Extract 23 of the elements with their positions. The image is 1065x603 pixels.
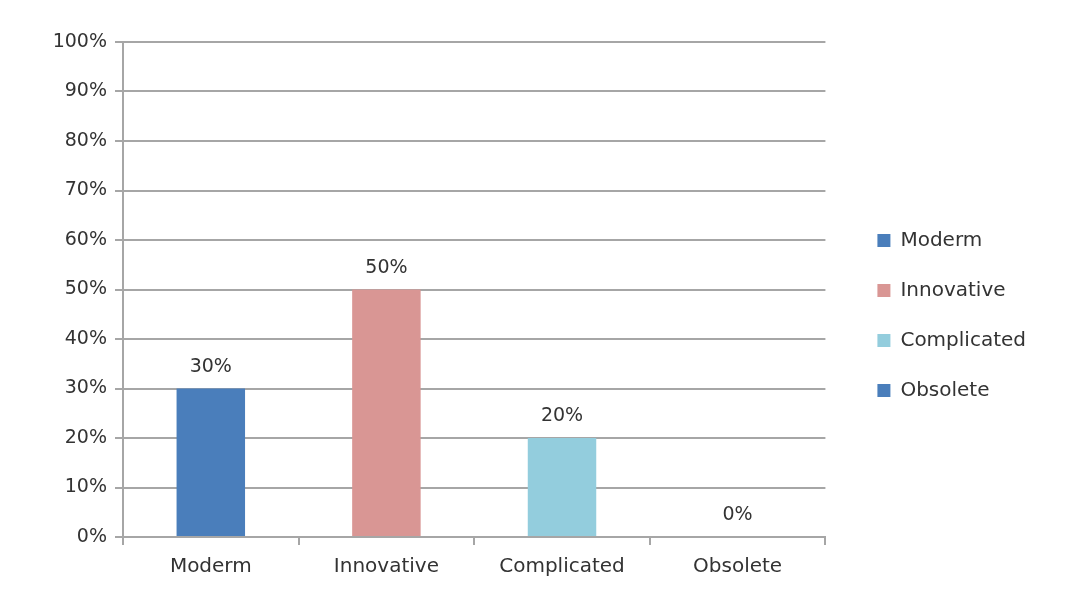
y-tick-label: 50%	[64, 276, 107, 299]
y-tick-label: 80%	[64, 127, 107, 150]
x-tick-label: Complicated	[499, 553, 625, 578]
y-tick-label: 90%	[64, 78, 107, 101]
y-tick-label: 70%	[64, 177, 107, 200]
legend-label: Obsolete	[900, 376, 990, 401]
data-label: 50%	[365, 254, 408, 277]
legend-label: Moderm	[900, 226, 983, 251]
y-tick-label: 0%	[76, 523, 107, 546]
data-label: 30%	[189, 353, 232, 376]
legend-label: Innovative	[900, 276, 1006, 301]
legend-label: Complicated	[900, 326, 1027, 351]
x-tick-label: Moderm	[169, 553, 252, 578]
y-tick-label: 10%	[64, 474, 107, 497]
y-tick-label: 100%	[52, 28, 107, 51]
y-tick-label: 40%	[64, 325, 107, 348]
y-tick-label: 60%	[64, 226, 107, 249]
y-tick-label: 20%	[64, 424, 107, 447]
y-tick-label: 30%	[64, 375, 107, 398]
x-tick-label: Innovative	[333, 553, 439, 578]
data-label: 20%	[540, 403, 584, 426]
data-label: 0%	[722, 502, 753, 525]
x-tick-label: Obsolete	[693, 553, 783, 578]
